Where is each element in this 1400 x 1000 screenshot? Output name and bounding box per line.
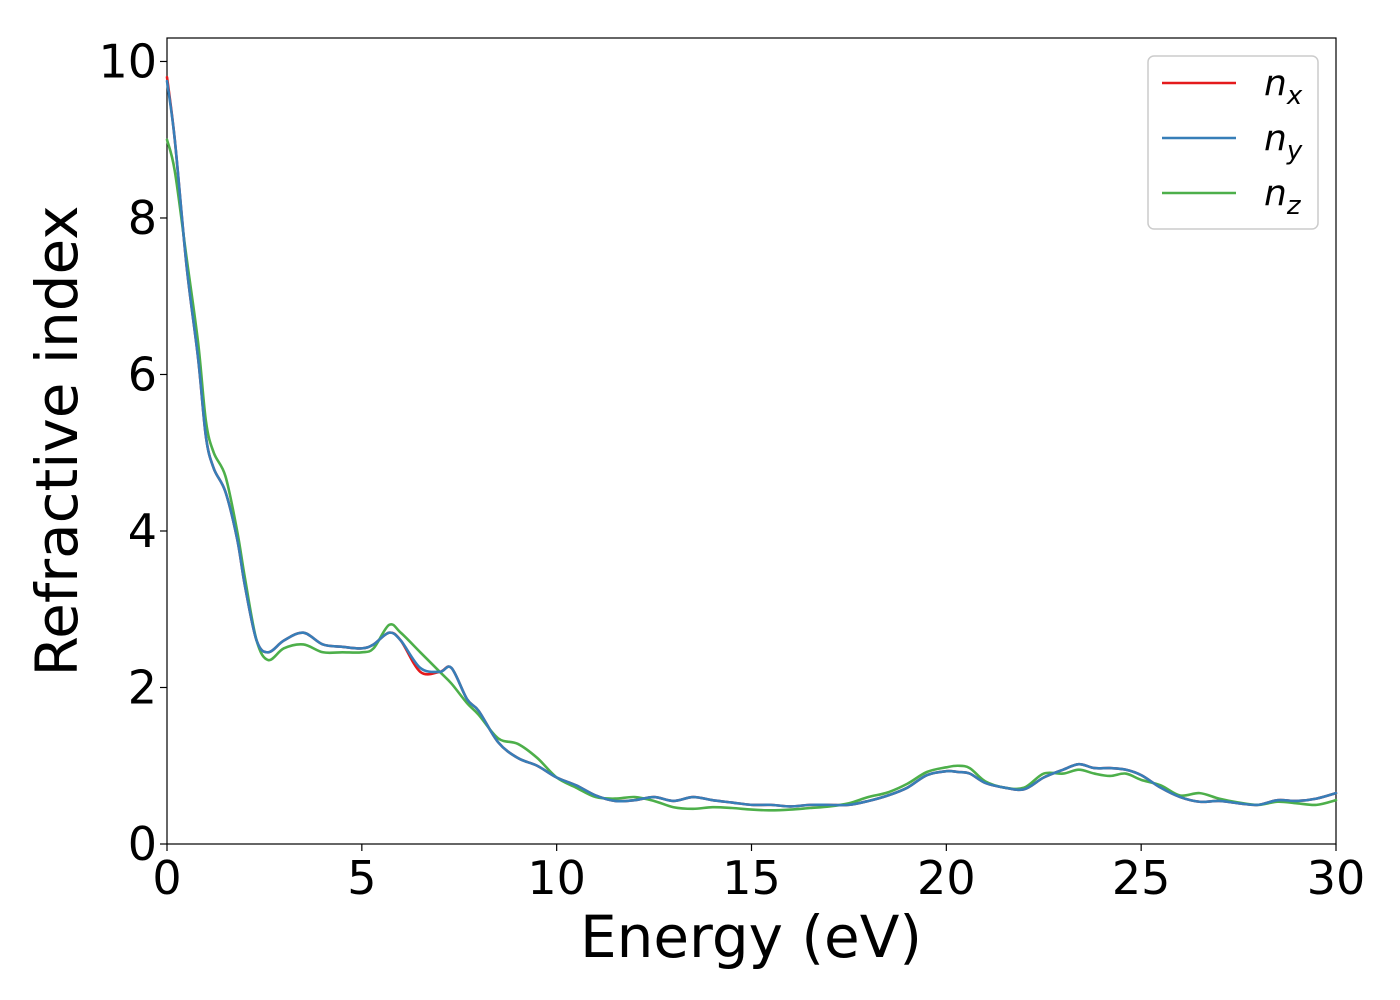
y-axis-label: Refractive index bbox=[23, 205, 91, 676]
y-tick-label: 6 bbox=[128, 347, 157, 401]
x-axis-ticks: 0 5 10 15 20 25 30 bbox=[152, 844, 1365, 905]
legend-label-z: nz bbox=[1264, 173, 1302, 221]
x-axis-label: Energy (eV) bbox=[580, 903, 922, 971]
legend-label-y: ny bbox=[1264, 118, 1303, 166]
legend: nx ny nz bbox=[1147, 55, 1319, 230]
legend-frame bbox=[1147, 55, 1319, 230]
x-tick-label: 30 bbox=[1307, 851, 1366, 905]
plot-frame bbox=[166, 37, 1337, 845]
x-tick-label: 5 bbox=[347, 851, 376, 905]
legend-label-x: nx bbox=[1264, 63, 1303, 111]
x-tick-label: 25 bbox=[1112, 851, 1171, 905]
series-layer bbox=[165, 75, 1338, 812]
y-tick-label: 8 bbox=[128, 191, 157, 245]
y-axis-ticks: 0 2 4 6 8 10 bbox=[98, 34, 167, 871]
x-tick-label: 20 bbox=[917, 851, 976, 905]
series-line-y bbox=[165, 79, 1338, 808]
legend-items: nx ny nz bbox=[1162, 63, 1303, 221]
y-tick-label: 2 bbox=[128, 660, 157, 714]
y-tick-label: 0 bbox=[128, 817, 157, 871]
plot-area bbox=[165, 37, 1338, 845]
x-tick-label: 0 bbox=[152, 851, 181, 905]
y-tick-label: 10 bbox=[98, 34, 157, 88]
x-tick-label: 15 bbox=[722, 851, 781, 905]
y-tick-label: 4 bbox=[128, 504, 157, 558]
x-tick-label: 10 bbox=[527, 851, 586, 905]
series-line-z bbox=[165, 138, 1338, 812]
